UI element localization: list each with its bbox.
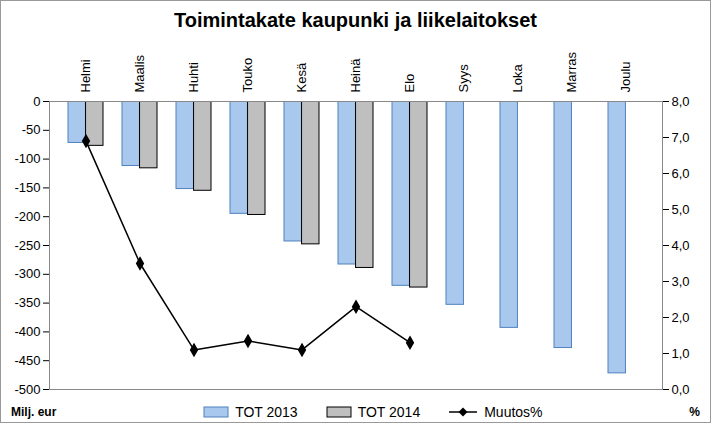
svg-text:-150: -150 — [14, 180, 40, 195]
svg-text:-300: -300 — [14, 266, 40, 281]
svg-text:Helmi: Helmi — [78, 59, 93, 92]
svg-text:5,0: 5,0 — [672, 202, 690, 217]
svg-text:-400: -400 — [14, 324, 40, 339]
html-text:TOT 2014: TOT 2014 — [357, 404, 421, 420]
html-text:Milj. eur: Milj. eur — [11, 405, 57, 419]
html-text:Muutos%: Muutos% — [484, 404, 543, 420]
svg-text:Elo: Elo — [402, 74, 417, 93]
svg-text:Maalis: Maalis — [132, 54, 147, 92]
svg-text:Heinä: Heinä — [348, 58, 363, 93]
svg-text:0: 0 — [33, 94, 40, 109]
svg-text:Kesä: Kesä — [294, 62, 309, 92]
svg-text:7,0: 7,0 — [672, 130, 690, 145]
svg-text:Marras: Marras — [564, 52, 579, 93]
html-text:Toimintakate kaupunki ja liike: Toimintakate kaupunki ja liikelaitokset — [174, 9, 537, 31]
svg-text:2,0: 2,0 — [672, 310, 690, 325]
html-text:TOT 2013: TOT 2013 — [235, 404, 298, 420]
svg-text:4,0: 4,0 — [672, 238, 690, 253]
svg-text:-200: -200 — [14, 209, 40, 224]
svg-text:Huhti: Huhti — [186, 62, 201, 92]
svg-text:-500: -500 — [14, 382, 40, 397]
svg-text:-100: -100 — [14, 151, 40, 166]
svg-text:Syys: Syys — [456, 64, 471, 93]
svg-text:Touko: Touko — [240, 58, 255, 93]
svg-text:Joulu: Joulu — [618, 61, 633, 92]
svg-text:1,0: 1,0 — [672, 346, 690, 361]
svg-text:-250: -250 — [14, 238, 40, 253]
svg-text:3,0: 3,0 — [672, 274, 690, 289]
svg-text:-450: -450 — [14, 353, 40, 368]
svg-text:6,0: 6,0 — [672, 166, 690, 181]
svg-text:0,0: 0,0 — [672, 382, 690, 397]
svg-text:Loka: Loka — [510, 64, 525, 93]
svg-text:-350: -350 — [14, 295, 40, 310]
svg-text:8,0: 8,0 — [672, 94, 690, 109]
svg-text:-50: -50 — [22, 122, 41, 137]
